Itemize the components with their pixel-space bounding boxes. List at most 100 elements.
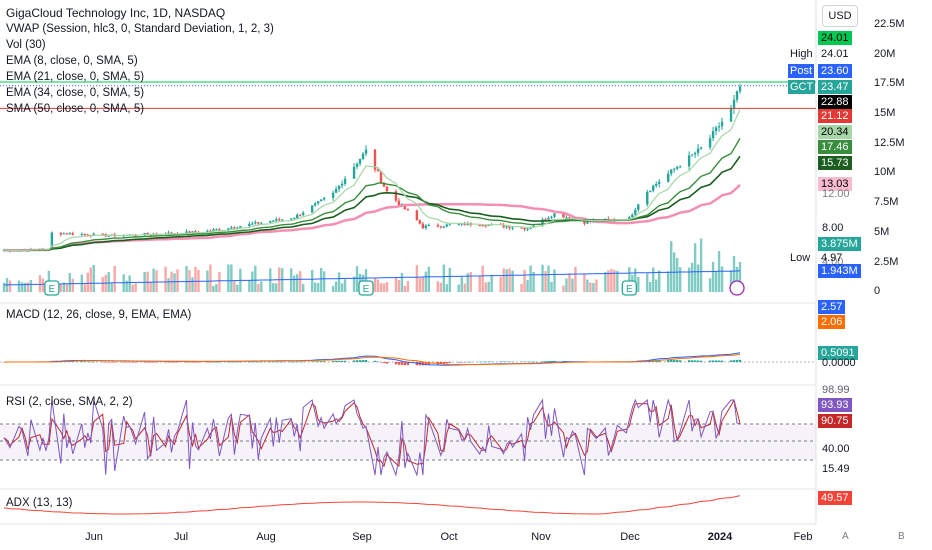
macd-histogram-bar	[134, 362, 137, 363]
volume-bar	[62, 282, 66, 292]
candle-body	[547, 217, 550, 220]
candle-body	[502, 224, 505, 228]
macd-histogram-bar	[655, 360, 658, 362]
macd-histogram-bar	[188, 362, 191, 363]
candle-body	[92, 233, 95, 236]
volume-bar	[481, 265, 484, 292]
macd-histogram-bar	[729, 360, 733, 362]
rsi-axis-label: 40.00	[822, 443, 850, 455]
macd-histogram-bar	[269, 361, 272, 363]
candle-body	[672, 168, 676, 170]
volume-bar	[23, 282, 27, 292]
legend-ema8[interactable]: EMA (8, close, 0, SMA, 5)	[6, 55, 138, 67]
volume-bar	[439, 282, 443, 292]
candle-body	[316, 201, 320, 204]
macd-histogram-bar	[146, 362, 149, 363]
candle-body	[337, 185, 341, 190]
macd-histogram-bar	[364, 360, 368, 362]
macd-histogram-bar	[505, 361, 508, 363]
candle-body	[699, 147, 703, 149]
candle-body	[62, 233, 66, 235]
volume-bar	[678, 267, 682, 292]
macd-histogram-bar	[209, 362, 212, 363]
volume-bar	[690, 262, 694, 292]
candle-body	[568, 217, 571, 220]
legend-sma50[interactable]: SMA (50, close, 0, SMA, 5)	[6, 103, 145, 115]
legend-vwap[interactable]: VWAP (Session, hlc3, 0, Standard Deviati…	[6, 23, 274, 35]
vol-axis-label: 0	[874, 285, 881, 297]
macd-histogram-bar	[735, 359, 739, 362]
macd-histogram-bar	[738, 359, 742, 362]
macd-histogram-bar	[236, 361, 239, 363]
price-tag-label: Post	[788, 64, 815, 78]
candle-body	[652, 185, 655, 191]
candle-body	[146, 233, 149, 235]
macd-value-tag: 0.5091	[818, 346, 858, 360]
volume-bar	[185, 266, 188, 292]
macd-histogram-bar	[86, 361, 89, 363]
candle-body	[334, 189, 338, 193]
macd-value-tag: 2.57	[818, 300, 846, 314]
price-tag-value: 4.97	[818, 251, 846, 265]
volume-bar	[693, 243, 697, 292]
candle-body	[170, 232, 173, 234]
auto-scale-button[interactable]: A	[842, 531, 849, 542]
candle-body	[696, 148, 700, 153]
candle-body	[212, 229, 215, 231]
volume-bar	[316, 283, 320, 292]
macd-label[interactable]: MACD (12, 26, close, 9, EMA, EMA)	[6, 309, 192, 321]
price-tag-value: 15.73	[818, 156, 852, 170]
volume-bar	[191, 277, 194, 292]
candle-body	[364, 149, 368, 154]
volume-bar	[65, 283, 69, 292]
volume-bar	[655, 279, 658, 292]
volume-bar	[394, 277, 398, 292]
candle-body	[523, 227, 526, 230]
macd-histogram-bar	[92, 361, 95, 363]
macd-histogram-bar	[553, 360, 556, 362]
candle-body	[194, 231, 197, 233]
earnings-marker-letter: E	[626, 284, 633, 295]
legend-volume[interactable]: Vol (30)	[6, 39, 46, 51]
volume-bar	[352, 276, 356, 292]
candle-body	[260, 222, 263, 224]
volume-bar	[427, 266, 431, 292]
volume-bar	[212, 285, 215, 292]
macd-histogram-bar	[167, 362, 170, 363]
volume-bar	[260, 281, 263, 292]
macd-histogram-bar	[128, 362, 131, 363]
candle-body	[732, 99, 736, 109]
volume-bar	[293, 275, 296, 292]
candle-body	[478, 225, 481, 227]
legend-ema21[interactable]: EMA (21, close, 0, SMA, 5)	[6, 71, 145, 83]
volume-bar	[298, 271, 302, 292]
macd-histogram-bar	[322, 361, 326, 362]
settings-b-button[interactable]: B	[898, 531, 905, 542]
macd-histogram-bar	[658, 360, 661, 362]
currency-button[interactable]: USD	[822, 5, 858, 27]
candle-body	[669, 169, 673, 174]
macd-histogram-bar	[194, 362, 197, 363]
volume-bar	[385, 282, 389, 292]
rsi-label[interactable]: RSI (2, close, SMA, 2, 2)	[6, 396, 133, 408]
macd-histogram-bar	[212, 361, 215, 363]
candle-body	[508, 226, 511, 229]
candle-body	[729, 108, 733, 122]
macd-histogram-bar	[508, 361, 511, 363]
macd-histogram-bar	[352, 360, 356, 362]
macd-histogram-bar	[251, 361, 254, 363]
macd-histogram-bar	[460, 362, 463, 363]
legend-ema34[interactable]: EMA (34, close, 0, SMA, 5)	[6, 87, 145, 99]
macd-histogram-bar	[83, 361, 86, 362]
volume-bar	[634, 268, 637, 292]
volume-bar	[337, 272, 341, 292]
macd-histogram-bar	[406, 362, 410, 366]
macd-histogram-bar	[499, 361, 502, 362]
rsi-line	[3, 398, 741, 477]
macd-histogram-bar	[313, 361, 317, 362]
volume-bar	[436, 281, 440, 292]
adx-label[interactable]: ADX (13, 13)	[6, 497, 73, 509]
macd-histogram-bar	[257, 361, 260, 363]
candle-body	[403, 204, 407, 210]
